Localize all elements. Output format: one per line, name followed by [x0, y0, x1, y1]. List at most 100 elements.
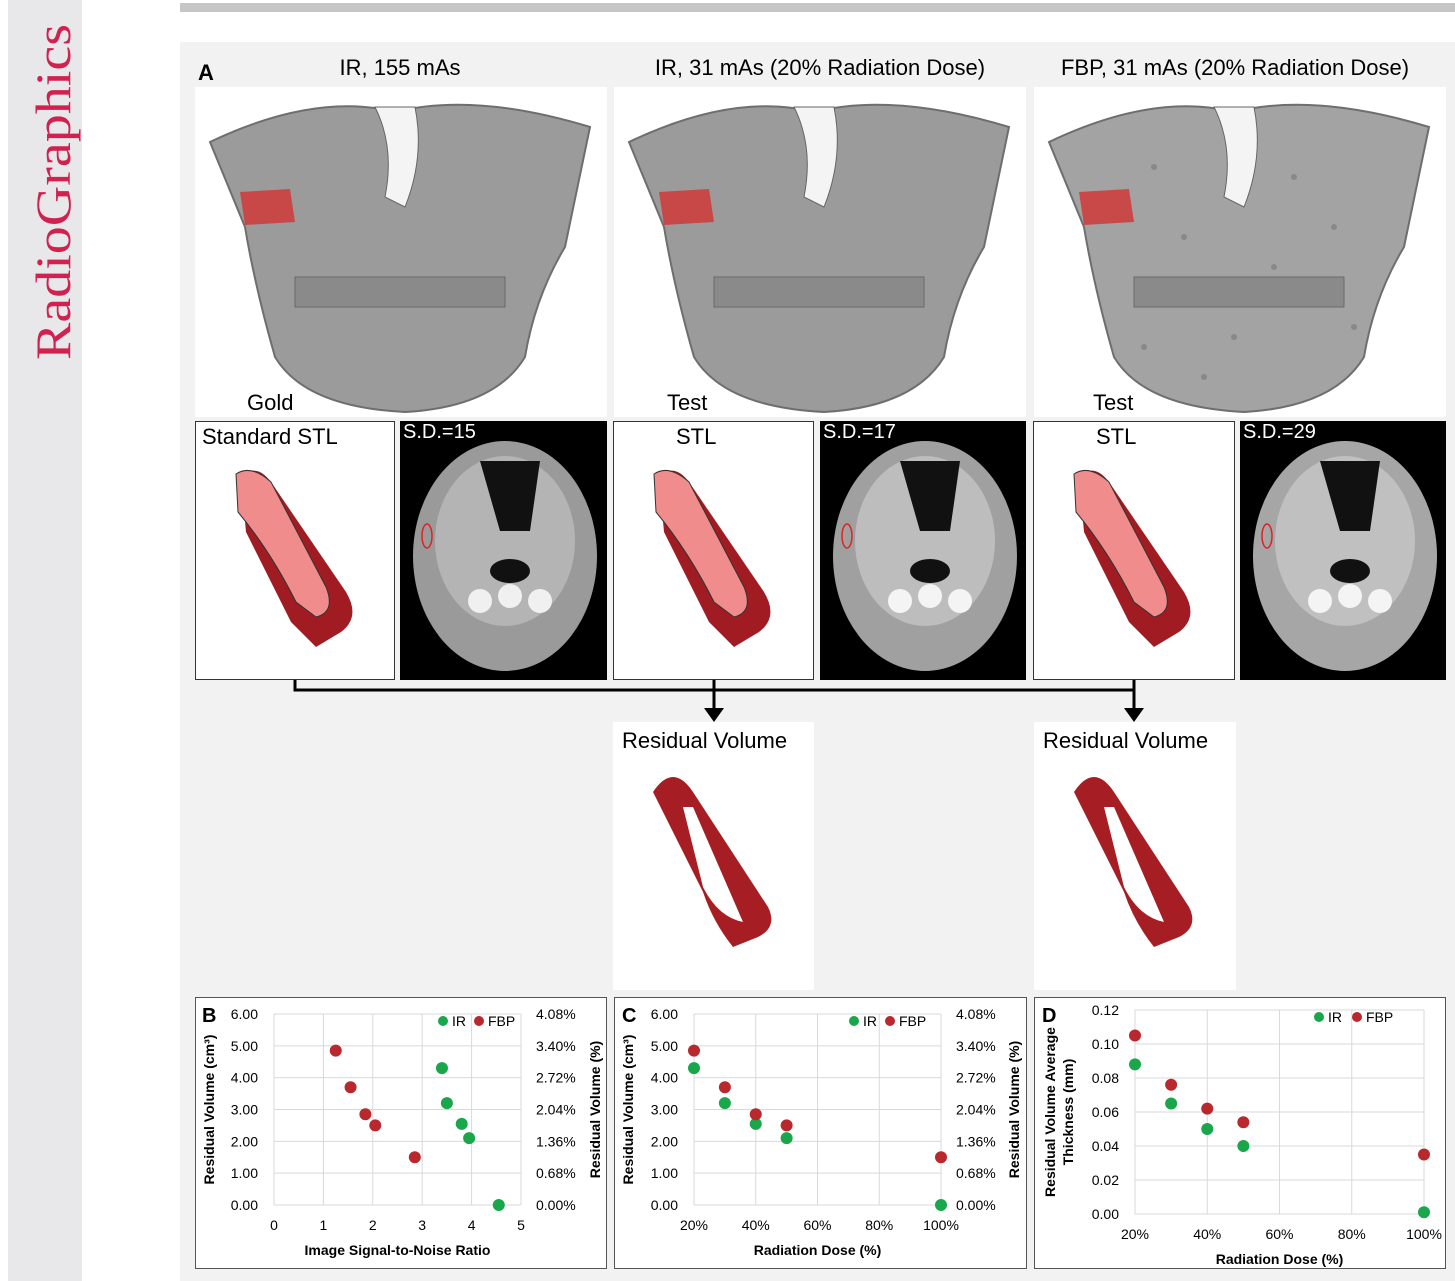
y-tick-label: 3.00 — [231, 1102, 258, 1118]
x-tick-label: 20% — [1121, 1226, 1149, 1242]
stl-box-3: STL — [1033, 421, 1235, 680]
x-tick-label: 60% — [803, 1217, 831, 1233]
y-tick-label: 0.00 — [231, 1197, 258, 1213]
legend-marker — [1314, 1012, 1324, 1022]
y2-tick-label: 2.72% — [536, 1070, 576, 1086]
sd-value: S.D.=29 — [1243, 421, 1316, 443]
residual-volume-box-2: Residual Volume — [1034, 722, 1236, 990]
y2-tick-label: 2.04% — [956, 1102, 996, 1118]
ir-data-point — [688, 1062, 700, 1075]
ct-image — [413, 441, 597, 671]
fbp-data-point — [359, 1108, 372, 1121]
x-tick-label: 4 — [468, 1217, 476, 1233]
skull-illustration — [627, 103, 1011, 414]
legend-label: IR — [863, 1013, 877, 1029]
ir-data-point — [1165, 1097, 1178, 1110]
legend-marker — [1352, 1012, 1362, 1022]
sd-value: S.D.=15 — [403, 421, 476, 443]
x-tick-label: 100% — [923, 1217, 959, 1233]
x-tick-label: 40% — [1193, 1226, 1221, 1242]
ct-image — [833, 441, 1017, 671]
ct-image — [1253, 441, 1437, 671]
panel-letter: B — [202, 1005, 216, 1027]
column-1-title: IR, 155 mAs — [339, 55, 461, 80]
y2-tick-label: 2.04% — [536, 1102, 576, 1118]
test-tag: Test — [667, 390, 708, 415]
y-tick-label: 1.00 — [651, 1165, 678, 1181]
test-tag: Test — [1093, 390, 1134, 415]
fbp-data-point — [935, 1151, 947, 1164]
stl-box-1: Standard STL — [195, 421, 395, 680]
skull-render-2 — [614, 87, 1026, 417]
y2-tick-label: 1.36% — [956, 1133, 996, 1149]
x-tick-label: 80% — [1338, 1226, 1366, 1242]
y-tick-label: 0.02 — [1092, 1172, 1119, 1188]
x-tick-label: 40% — [742, 1217, 770, 1233]
y-tick-label: 0.00 — [651, 1197, 678, 1213]
gold-tag: Gold — [247, 390, 294, 415]
y2-tick-label: 0.00% — [956, 1197, 996, 1213]
y-tick-label: 3.00 — [651, 1102, 678, 1118]
residual-volume-label: Residual Volume — [1043, 728, 1209, 753]
y-tick-label: 0.08 — [1092, 1070, 1119, 1086]
stl-model — [1073, 469, 1191, 647]
legend-label: FBP — [899, 1013, 926, 1029]
legend-marker — [438, 1016, 448, 1026]
panel-a-letter: A — [198, 60, 214, 85]
fbp-data-point — [344, 1081, 357, 1094]
fbp-data-point — [688, 1044, 700, 1057]
y-tick-label: 2.00 — [651, 1133, 678, 1149]
y2-tick-label: 1.36% — [536, 1133, 576, 1149]
x-axis-label: Image Signal-to-Noise Ratio — [305, 1242, 491, 1258]
legend-label: FBP — [488, 1013, 515, 1029]
ir-data-point — [463, 1132, 476, 1145]
legend-marker — [849, 1016, 859, 1026]
fbp-data-point — [1201, 1102, 1214, 1115]
fbp-data-point — [369, 1119, 382, 1132]
fbp-data-point — [1129, 1029, 1141, 1042]
ir-data-point — [435, 1062, 448, 1075]
y-axis-label: Residual Volume Average — [1042, 1027, 1058, 1197]
x-tick-label: 80% — [865, 1217, 893, 1233]
y-tick-label: 6.00 — [231, 1006, 258, 1022]
y-tick-label: 0.10 — [1092, 1036, 1119, 1052]
x-axis-label: Radiation Dose (%) — [1216, 1251, 1344, 1267]
y2-tick-label: 3.40% — [956, 1038, 996, 1054]
connector-arrows — [293, 680, 1144, 722]
legend-marker — [474, 1016, 484, 1026]
fbp-data-point — [1237, 1116, 1250, 1129]
panel-letter: C — [622, 1005, 636, 1027]
x-axis-label: Radiation Dose (%) — [754, 1242, 882, 1258]
column-3-title: FBP, 31 mAs (20% Radiation Dose) — [1060, 55, 1410, 80]
fbp-data-point — [1418, 1148, 1430, 1161]
x-tick-label: 100% — [1406, 1226, 1442, 1242]
sd-value: S.D.=17 — [823, 421, 896, 443]
skull-render-3 — [1034, 87, 1446, 417]
stl-label: Standard STL — [202, 424, 338, 449]
y-tick-label: 0.06 — [1092, 1104, 1119, 1120]
stl-model — [235, 469, 353, 647]
legend-marker — [885, 1016, 895, 1026]
x-tick-label: 0 — [270, 1217, 278, 1233]
residual-volume-label: Residual Volume — [622, 728, 788, 753]
fbp-data-point — [1165, 1078, 1178, 1091]
y-tick-label: 4.00 — [651, 1070, 678, 1086]
legend-label: IR — [452, 1013, 466, 1029]
y-tick-label: 5.00 — [231, 1038, 258, 1054]
x-tick-label: 2 — [369, 1217, 377, 1233]
x-tick-label: 5 — [517, 1217, 525, 1233]
ct-slice-3: S.D.=29 — [1240, 421, 1446, 680]
ir-data-point — [1418, 1206, 1430, 1219]
stl-label: STL — [676, 424, 717, 449]
ct-slice-2: S.D.=17 — [820, 421, 1026, 680]
panel-letter: D — [1042, 1005, 1056, 1027]
legend-label: IR — [1328, 1009, 1342, 1025]
y2-tick-label: 2.72% — [956, 1070, 996, 1086]
y-axis-label: Thickness (mm) — [1060, 1059, 1076, 1166]
legend-label: FBP — [1366, 1009, 1393, 1025]
ir-data-point — [718, 1097, 731, 1110]
y2-axis-label: Residual Volume (%) — [1006, 1041, 1022, 1178]
fbp-data-point — [718, 1081, 731, 1094]
ir-data-point — [749, 1117, 762, 1130]
residual-volume-box-1: Residual Volume — [613, 722, 814, 990]
